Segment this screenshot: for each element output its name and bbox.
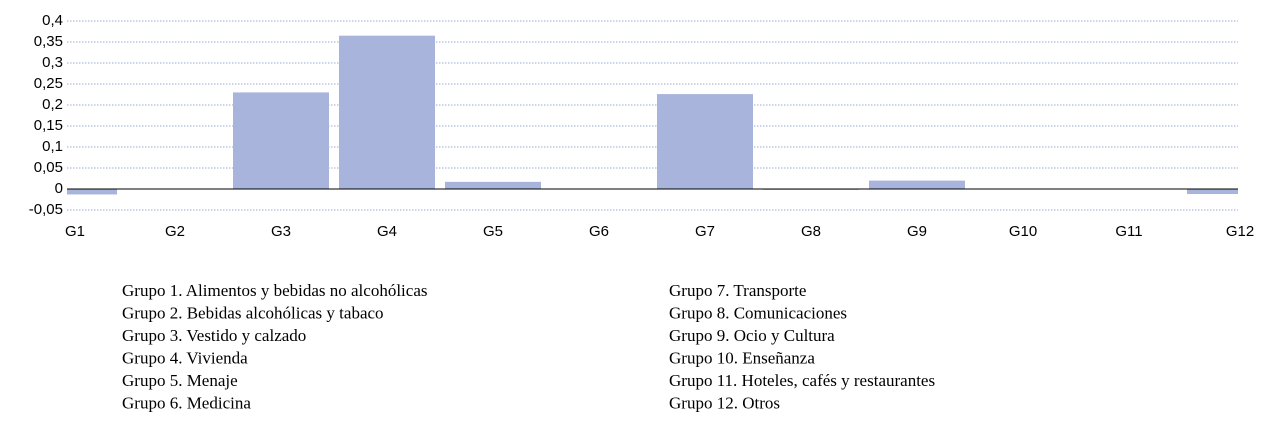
y-tick-label: -0,05	[29, 201, 63, 218]
bar	[657, 94, 753, 189]
legend-item: Grupo 9. Ocio y Cultura	[669, 326, 835, 345]
y-tick-label: 0,15	[34, 117, 63, 134]
legend-item: Grupo 6. Medicina	[122, 393, 251, 412]
x-tick-label: G5	[483, 223, 503, 240]
x-tick-label: G10	[1009, 223, 1037, 240]
x-tick-label: G6	[589, 223, 609, 240]
y-tick-label: 0,1	[42, 138, 63, 155]
legend-item: Grupo 1. Alimentos y bebidas no alcohóli…	[122, 281, 427, 300]
y-tick-label: 0,3	[42, 54, 63, 71]
bar	[67, 189, 117, 195]
legend-item: Grupo 8. Comunicaciones	[669, 303, 847, 322]
x-tick-label: G7	[695, 223, 715, 240]
legend-item: Grupo 2. Bebidas alcohólicas y tabaco	[122, 303, 384, 322]
y-tick-label: 0,2	[42, 96, 63, 113]
x-tick-label: G12	[1226, 223, 1254, 240]
y-tick-label: 0,25	[34, 75, 63, 92]
legend-item: Grupo 4. Vivienda	[122, 348, 248, 367]
x-tick-label: G8	[801, 223, 821, 240]
y-tick-label: 0,35	[34, 33, 63, 50]
y-tick-label: 0,05	[34, 159, 63, 176]
legend-item: Grupo 11. Hoteles, cafés y restaurantes	[669, 371, 935, 390]
y-tick-label: 0,4	[42, 12, 63, 29]
legend-item: Grupo 12. Otros	[669, 393, 780, 412]
x-tick-label: G2	[165, 223, 185, 240]
bar	[339, 35, 435, 190]
bar	[869, 180, 965, 189]
y-tick-label: 0	[55, 180, 63, 197]
x-tick-label: G11	[1115, 223, 1142, 240]
legend-item: Grupo 3. Vestido y calzado	[122, 326, 306, 345]
legend-item: Grupo 5. Menaje	[122, 371, 238, 390]
x-tick-label: G9	[907, 223, 927, 240]
bar	[445, 181, 541, 189]
legend-item: Grupo 10. Enseñanza	[669, 348, 815, 367]
bar	[1187, 189, 1238, 195]
legend-item: Grupo 7. Transporte	[669, 281, 806, 300]
x-tick-label: G1	[65, 223, 85, 240]
x-tick-label: G4	[377, 223, 397, 240]
x-tick-label: G3	[271, 223, 291, 240]
bar	[233, 92, 329, 189]
